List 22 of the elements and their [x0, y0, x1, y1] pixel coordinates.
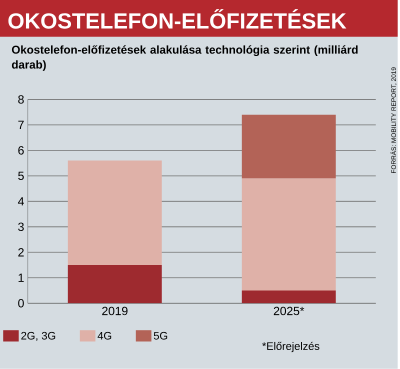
y-tick-label: 7: [18, 120, 24, 130]
bar: [68, 265, 162, 304]
y-tick-label: 8: [18, 95, 24, 104]
legend-label: 4G: [98, 332, 112, 340]
y-tick-label: 1: [18, 274, 24, 282]
y-tick-label: 2: [18, 248, 24, 257]
y-tick-label: 4: [18, 197, 24, 206]
bar: [242, 290, 336, 304]
text: *Előrejelzés: [262, 342, 320, 352]
x-tick-label: 2025*: [274, 306, 304, 316]
y-tick-label: 6: [18, 146, 24, 155]
chart-title: OKOSTELEFON-ELŐFIZETÉSEK: [8, 9, 346, 29]
legend-label: 2G, 3G: [21, 332, 56, 341]
bar: [242, 114, 336, 178]
bar: [68, 160, 162, 266]
chart-subtitle: Okostelefon-előfizetések alakulása technológia szerint (milliárd darab): [12, 45, 358, 72]
y-tick-label: 3: [18, 222, 24, 232]
y-tick-label: 5: [18, 172, 24, 180]
x-tick-label: 2019: [102, 306, 128, 316]
y-tick-label: 0: [18, 299, 24, 308]
legend-label: 5G: [154, 332, 168, 340]
bar: [242, 178, 336, 291]
